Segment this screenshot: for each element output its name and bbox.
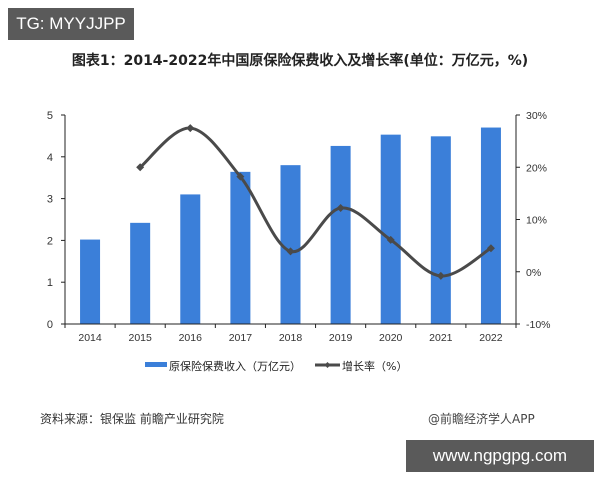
right-tick-label: 30% [526, 110, 547, 122]
x-tick-label: 2020 [379, 332, 403, 344]
x-tick-label: 2018 [279, 332, 303, 344]
credit-note: @前瞻经济学人APP [428, 412, 535, 426]
left-tick-label: 5 [47, 110, 53, 122]
x-tick-label: 2021 [429, 332, 453, 344]
x-tick-label: 2019 [329, 332, 353, 344]
bar-2016 [180, 194, 201, 324]
bar-2018 [280, 165, 301, 324]
left-tick-label: 4 [47, 152, 53, 164]
line-marker [236, 172, 245, 181]
line-marker [386, 235, 395, 244]
bar-2022 [480, 127, 501, 324]
legend-bar-swatch [145, 362, 167, 367]
line-marker [486, 244, 495, 253]
growth-rate-line [139, 126, 492, 278]
left-tick-label: 0 [47, 319, 53, 331]
line-marker [186, 124, 195, 133]
line-marker [436, 271, 445, 280]
watermark-top: TG: MYYJJPP [8, 8, 134, 40]
line-marker [136, 163, 145, 172]
watermark-bottom: www.ngpgpg.com [406, 440, 594, 472]
x-tick-label: 2015 [128, 332, 152, 344]
legend-bar-label: 原保险保费收入（万亿元） [169, 359, 301, 373]
source-note: 资料来源：银保监 前瞻产业研究院 [40, 412, 224, 426]
left-tick-label: 2 [47, 235, 53, 247]
chart-title: 图表1：2014-2022年中国原保险保费收入及增长率(单位：万亿元，%) [71, 53, 529, 69]
right-tick-label: -10% [526, 319, 551, 331]
x-tick-label: 2014 [78, 332, 102, 344]
right-tick-label: 20% [526, 162, 547, 174]
x-tick-label: 2022 [479, 332, 503, 344]
x-tick-label: 2016 [179, 332, 203, 344]
right-tick-label: 0% [526, 267, 541, 279]
bar-2014 [80, 239, 101, 324]
right-tick-label: 10% [526, 215, 547, 227]
line-marker [336, 204, 345, 213]
legend-line-label: 增长率（%） [342, 359, 407, 373]
bar-2021 [430, 136, 451, 324]
bar-2020 [380, 134, 401, 324]
left-tick-label: 1 [47, 277, 53, 289]
x-tick-label: 2017 [229, 332, 253, 344]
bar-2019 [330, 145, 351, 324]
left-tick-label: 3 [47, 194, 53, 206]
bar-2017 [230, 171, 251, 324]
bar-2015 [130, 222, 151, 324]
line-marker [286, 247, 295, 256]
